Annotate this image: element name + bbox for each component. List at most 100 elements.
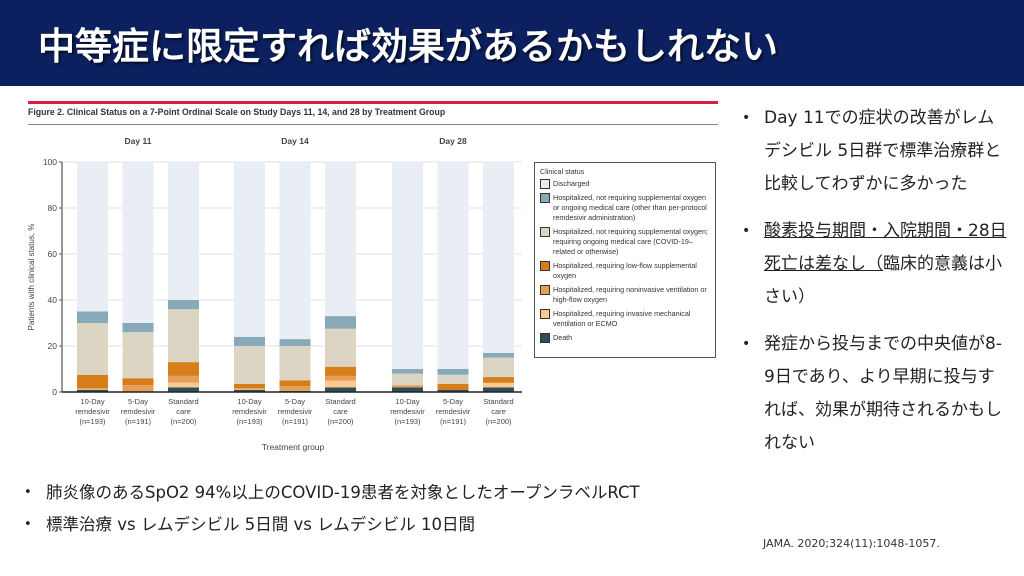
bar-segment [483, 377, 514, 383]
legend-swatch [540, 309, 550, 319]
y-tick-label: 20 [48, 341, 58, 351]
bar-segment [168, 362, 199, 376]
bar-segment [437, 162, 469, 369]
x-tick-label: 5-Day [443, 397, 463, 406]
legend-label: Death [553, 333, 573, 342]
legend-label: Hospitalized, requiring invasive mechani… [553, 309, 691, 328]
bar-segment [392, 373, 423, 386]
x-tick-label: care [333, 407, 348, 416]
bar-segment [234, 346, 265, 384]
legend-swatch [540, 227, 550, 237]
bar-segment [168, 375, 199, 383]
bar-segment [483, 352, 514, 358]
bar-segment [325, 387, 356, 392]
x-tick-label: remdesivir [436, 407, 471, 416]
bar-segment [392, 162, 423, 369]
bar-segment [234, 388, 265, 390]
x-tick-label: (n=200) [327, 417, 354, 426]
figure: Figure 2. Clinical Status on a 7-Point O… [22, 100, 718, 460]
bar-segment [437, 383, 469, 390]
x-tick-label: 10-Day [80, 397, 104, 406]
legend-item: Discharged [540, 179, 710, 189]
citation: JAMA. 2020;324(11):1048-1057. [763, 537, 940, 550]
legend-swatch [540, 285, 550, 295]
bar-segment [77, 389, 108, 392]
x-tick-label: 5-Day [128, 397, 148, 406]
figure-caption: Figure 2. Clinical Status on a 7-Point O… [28, 107, 446, 118]
x-tick-label: (n=191) [125, 417, 152, 426]
figure-caption-rule [28, 124, 718, 125]
y-tick-label: 100 [43, 157, 57, 167]
y-axis-label: Patients with clinical status, % [27, 224, 36, 331]
bullet-item: Day 11での症状の改善がレムデシビル 5日群で標準治療群と比較してわずかに多… [740, 102, 1010, 201]
y-tick-label: 60 [48, 249, 58, 259]
bottom-bullet-list: 肺炎像のあるSpO2 94%以上のCOVID-19患者を対象としたオープンラベル… [24, 477, 640, 541]
bar-segment [168, 387, 199, 392]
y-tick-label: 40 [48, 295, 58, 305]
bar-segment [168, 382, 199, 388]
bar-segment [122, 323, 154, 333]
x-tick-label: remdesivir [121, 407, 156, 416]
legend-item: Hospitalized, not requiring supplemental… [540, 227, 710, 257]
title-bar: 中等症に限定すれば効果があるかもしれない [0, 0, 1024, 86]
bar-segment [234, 162, 265, 337]
bar-segment [483, 382, 514, 388]
bar-segment [483, 387, 514, 392]
bar-segment [77, 374, 108, 389]
bar-segment [325, 380, 356, 388]
bullet-item: 肺炎像のあるSpO2 94%以上のCOVID-19患者を対象としたオープンラベル… [24, 477, 640, 509]
x-tick-label: (n=200) [170, 417, 197, 426]
x-tick-label: remdesivir [278, 407, 313, 416]
bar-segment [392, 385, 423, 388]
bar-segment [279, 386, 311, 391]
bullet-item: 発症から投与までの中央値が8-9日であり、より早期に投与すれば、効果が期待される… [740, 328, 1010, 460]
legend-swatch [540, 179, 550, 189]
bar-segment [325, 375, 356, 381]
figure-top-rule [28, 101, 718, 104]
bar-segment [483, 357, 514, 378]
x-tick-label: (n=200) [485, 417, 512, 426]
x-tick-label: Standard [168, 397, 198, 406]
x-tick-label: 10-Day [395, 397, 419, 406]
bar-segment [77, 323, 108, 375]
legend-item: Hospitalized, requiring low-flow supplem… [540, 261, 710, 281]
bar-segment [437, 369, 469, 375]
legend-label: Discharged [553, 179, 590, 188]
x-tick-label: (n=193) [79, 417, 106, 426]
legend-swatch [540, 193, 550, 203]
bar-segment [325, 366, 356, 376]
legend-swatch [540, 261, 550, 271]
x-tick-label: remdesivir [232, 407, 267, 416]
panel-title: Day 28 [439, 136, 467, 146]
legend-item: Death [540, 333, 710, 343]
bar-segment [325, 316, 356, 329]
bar-segment [234, 389, 265, 392]
stacked-bar-chart: 0 20 40 60 80 100 Patients with clinical statu… [27, 136, 522, 452]
underlined-text: 酸素投与期間・入院期間・28日死亡は差なし（ [764, 221, 1007, 274]
bar-segment [122, 162, 154, 323]
bullet-item: 酸素投与期間・入院期間・28日死亡は差なし（臨床的意義は小さい） [740, 215, 1010, 314]
bar-segment [168, 162, 199, 300]
bar-segment [279, 339, 311, 346]
panel-title: Day 14 [281, 136, 309, 146]
bar-segment [168, 309, 199, 363]
x-tick-label: (n=193) [236, 417, 263, 426]
bar-segment [77, 162, 108, 312]
legend-label: Hospitalized, requiring low-flow supplem… [553, 261, 697, 280]
legend-item: Hospitalized, not requiring supplemental… [540, 193, 710, 223]
chart-legend: Clinical status Discharged Hospitalized, … [534, 162, 716, 358]
bar-segment [437, 389, 469, 392]
y-tick-label: 80 [48, 203, 58, 213]
bar-segment [234, 336, 265, 346]
bar-segment [122, 378, 154, 386]
bar-segment [325, 162, 356, 317]
slide-title: 中等症に限定すれば効果があるかもしれない [38, 25, 778, 68]
x-tick-label: remdesivir [75, 407, 110, 416]
bar-segment [77, 311, 108, 323]
legend-item: Hospitalized, requiring invasive mechani… [540, 309, 710, 329]
legend-label: Hospitalized, not requiring supplemental… [553, 193, 707, 222]
bullet-item: 標準治療 vs レムデシビル 5日間 vs レムデシビル 10日間 [24, 509, 640, 541]
x-axis-label: Treatment group [262, 442, 325, 452]
bar-segment [122, 385, 154, 392]
x-tick-label: 5-Day [285, 397, 305, 406]
